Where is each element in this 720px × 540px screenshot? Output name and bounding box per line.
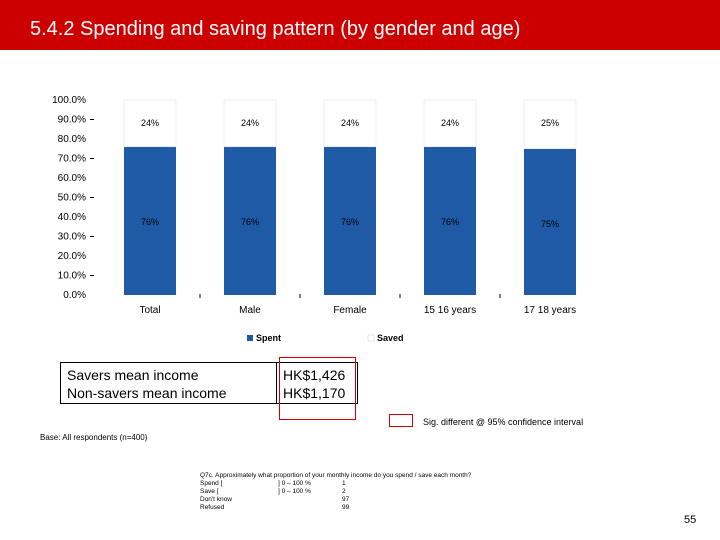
data-label-spent: 76% xyxy=(141,217,159,227)
y-tick-label: 60.0% xyxy=(58,173,86,184)
data-labels: 76% 24% 76% 24% 76% 24% 76% 24% 75% 25% xyxy=(141,118,559,229)
data-label-saved: 25% xyxy=(541,118,559,128)
data-label-spent: 76% xyxy=(241,217,259,227)
bar-saved xyxy=(323,99,377,148)
category-label: Female xyxy=(333,305,367,316)
income-divider xyxy=(276,363,277,403)
option-label: Don't know xyxy=(200,496,232,503)
income-comparison-box: Savers mean income Non-savers mean incom… xyxy=(60,362,358,404)
y-axis-ticks: 0.0% 10.0% 20.0% 30.0% 40.0% 50.0% 60.0% 70.0% 8… xyxy=(52,95,94,301)
page-number: 55 xyxy=(684,514,697,526)
title-bar: 5.4.2 Spending and saving pattern (by ge… xyxy=(0,0,720,50)
question-option: Refused 99 xyxy=(200,504,471,512)
bar-saved xyxy=(123,99,177,148)
option-label: Save [ xyxy=(200,488,219,495)
category-label: 15 16 years xyxy=(424,305,476,316)
option-range: ] 0 – 100 % xyxy=(278,488,311,495)
y-tick-label: 80.0% xyxy=(58,134,86,145)
option-code: 2 xyxy=(342,488,346,495)
question-option: Don't know 97 xyxy=(200,496,471,504)
data-label-saved: 24% xyxy=(141,118,159,128)
option-code: 99 xyxy=(342,504,350,511)
data-label-saved: 24% xyxy=(241,118,259,128)
stacked-bar-chart: 0.0% 10.0% 20.0% 30.0% 40.0% 50.0% 60.0% 70.0% 8… xyxy=(52,95,577,343)
bar-saved xyxy=(223,99,277,148)
bar-spent xyxy=(224,146,276,295)
option-label: Refused xyxy=(200,504,225,511)
legend-label-saved: Saved xyxy=(377,333,404,343)
legend: Spent Saved xyxy=(247,333,404,343)
category-labels: Total Male Female 15 16 years 17 18 years xyxy=(139,294,576,316)
category-label: Male xyxy=(239,305,261,316)
question-option: Save [ ] 0 – 100 % 2 xyxy=(200,488,471,496)
savers-income-label: Savers mean income xyxy=(67,367,199,383)
savers-income-value: HK$1,426 xyxy=(283,367,346,383)
category-label: Total xyxy=(139,305,160,316)
significance-highlight xyxy=(279,357,356,420)
y-tick-label: 50.0% xyxy=(58,193,86,204)
category-label: 17 18 years xyxy=(524,305,576,316)
bar-spent xyxy=(124,146,176,295)
legend-swatch-spent xyxy=(247,335,253,341)
bar-spent xyxy=(324,146,376,295)
page-title: 5.4.2 Spending and saving pattern (by ge… xyxy=(30,18,521,40)
legend-swatch-saved xyxy=(367,334,375,342)
data-label-spent: 75% xyxy=(541,219,559,229)
option-code: 97 xyxy=(342,496,350,503)
bar-series xyxy=(123,99,577,295)
question-block: Q7c. Approximately what proportion of yo… xyxy=(200,472,471,512)
bar-saved xyxy=(423,99,477,148)
data-label-spent: 76% xyxy=(341,217,359,227)
data-label-spent: 76% xyxy=(441,217,459,227)
option-range: ] 0 – 100 % xyxy=(278,480,311,487)
option-code: 1 xyxy=(342,480,346,487)
question-option: Spend [ ] 0 – 100 % 1 xyxy=(200,480,471,488)
significance-key-box xyxy=(389,414,413,427)
data-label-saved: 24% xyxy=(441,118,459,128)
bar-spent xyxy=(524,148,576,295)
y-tick-label: 0.0% xyxy=(63,290,86,301)
bar-saved xyxy=(523,99,577,149)
y-tick-label: 40.0% xyxy=(58,212,86,223)
nonsavers-income-label: Non-savers mean income xyxy=(67,385,227,401)
y-tick-label: 30.0% xyxy=(58,232,86,243)
base-note: Base: All respondents (n=400) xyxy=(40,433,148,442)
y-tick-label: 100.0% xyxy=(52,95,86,106)
nonsavers-income-value: HK$1,170 xyxy=(283,385,346,401)
y-tick-label: 20.0% xyxy=(58,251,86,262)
y-tick-label: 90.0% xyxy=(58,115,86,126)
legend-label-spent: Spent xyxy=(256,333,281,343)
significance-note: Sig. different @ 95% confidence interval xyxy=(423,417,584,427)
data-label-saved: 24% xyxy=(341,118,359,128)
y-tick-label: 70.0% xyxy=(58,154,86,165)
bar-spent xyxy=(424,146,476,295)
question-text: Q7c. Approximately what proportion of yo… xyxy=(200,472,472,479)
y-tick-label: 10.0% xyxy=(58,271,86,282)
option-label: Spend [ xyxy=(200,480,223,487)
